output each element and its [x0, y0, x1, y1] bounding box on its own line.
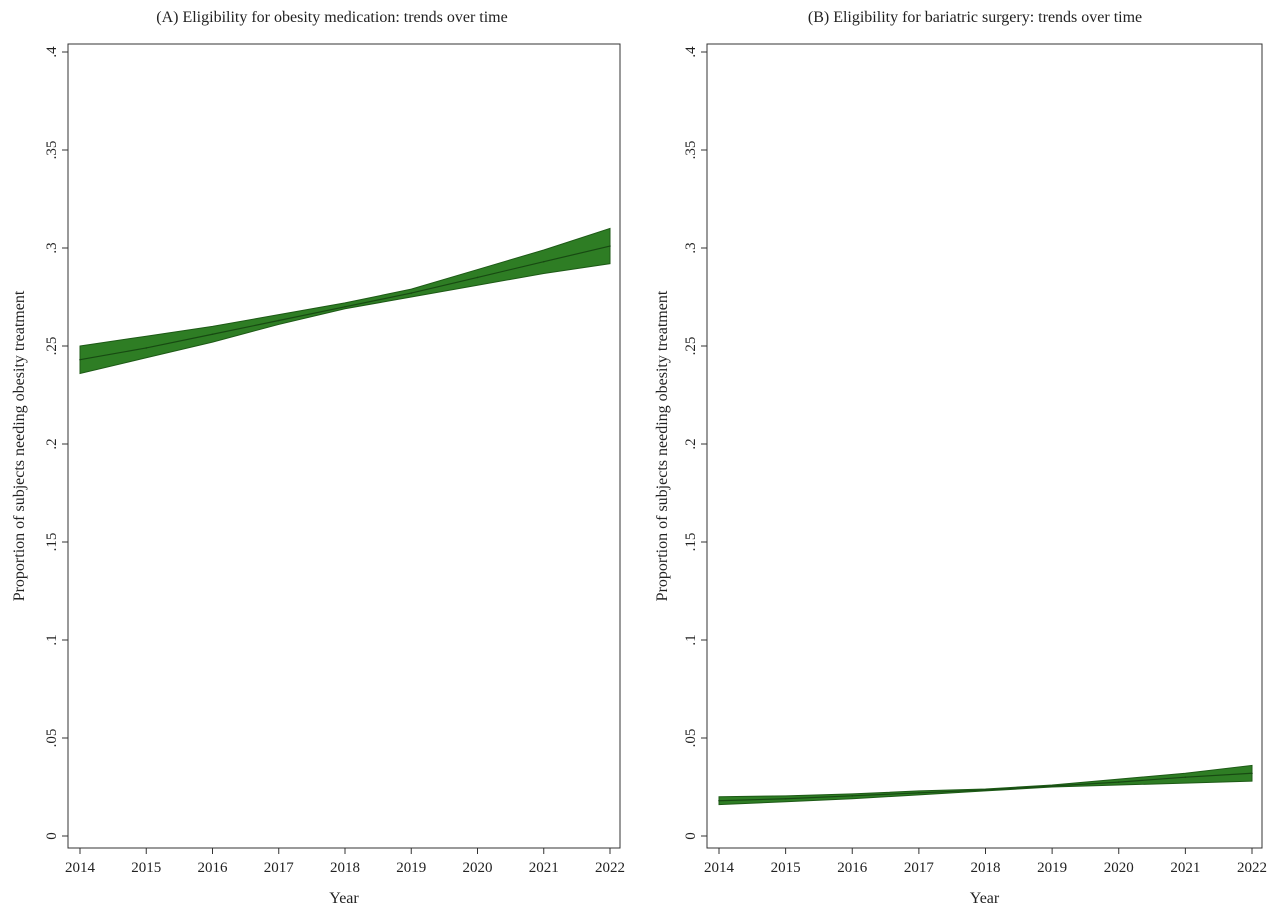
x-tick-label: 2017 [264, 860, 295, 876]
x-tick-label: 2022 [595, 860, 625, 876]
confidence-band [79, 227, 611, 375]
x-tick-label: 2020 [463, 860, 493, 876]
x-tick-label: 2015 [771, 860, 801, 876]
y-tick-label: .35 [683, 141, 699, 160]
y-axis-label: Proportion of subjects needing obesity t… [654, 290, 671, 601]
data-point [1184, 776, 1187, 778]
data-point [79, 358, 81, 361]
data-point [211, 333, 214, 336]
chart-title: (A) Eligibility for obesity medication: … [156, 9, 507, 26]
y-tick-label: .3 [44, 242, 60, 253]
data-point [542, 260, 545, 263]
y-tick-label: .1 [44, 634, 60, 645]
chart-panel-b: (B) Eligibility for bariatric surgery: t… [654, 9, 1267, 907]
plot-frame [706, 43, 1263, 849]
data-point [145, 347, 148, 349]
x-tick-label: 2021 [529, 860, 559, 876]
y-tick-label: 0 [44, 832, 60, 840]
data-point [718, 799, 720, 802]
data-point [410, 292, 413, 294]
data-point [984, 789, 987, 791]
data-point [1051, 785, 1053, 787]
confidence-band [718, 764, 1253, 806]
x-tick-label: 2016 [198, 860, 229, 876]
y-tick-label: .4 [683, 46, 699, 58]
x-tick-label: 2018 [971, 860, 1001, 876]
x-tick-label: 2020 [1104, 860, 1134, 876]
y-tick-label: .1 [683, 634, 699, 645]
x-tick-label: 2014 [704, 860, 735, 876]
y-tick-label: .05 [683, 729, 699, 748]
y-axis-label: Proportion of subjects needing obesity t… [11, 290, 28, 601]
y-tick-label: .15 [44, 533, 60, 552]
x-tick-label: 2015 [131, 860, 161, 876]
data-point [784, 797, 787, 800]
x-tick-label: 2022 [1237, 860, 1267, 876]
data-point [851, 795, 854, 797]
data-point [277, 319, 280, 322]
y-tick-label: .3 [683, 242, 699, 253]
data-point [609, 245, 611, 247]
y-tick-label: .4 [44, 46, 60, 58]
y-tick-label: .15 [683, 533, 699, 552]
chart-panel-a: (A) Eligibility for obesity medication: … [11, 9, 625, 907]
data-point [1117, 781, 1120, 783]
y-tick-label: .35 [44, 141, 60, 160]
data-point [918, 792, 920, 794]
y-tick-label: .05 [44, 729, 60, 748]
plot-frame [67, 43, 621, 849]
x-tick-label: 2021 [1170, 860, 1200, 876]
x-tick-label: 2017 [904, 860, 935, 876]
y-tick-label: .25 [44, 337, 60, 356]
x-axis-label: Year [329, 890, 359, 907]
data-point [1251, 772, 1253, 775]
y-tick-label: 0 [683, 832, 699, 840]
x-tick-label: 2018 [330, 860, 360, 876]
chart-title: (B) Eligibility for bariatric surgery: t… [808, 9, 1142, 26]
x-axis-label: Year [970, 890, 1000, 907]
y-tick-label: .2 [683, 438, 699, 449]
data-point [344, 306, 346, 308]
x-tick-label: 2016 [837, 860, 868, 876]
x-tick-label: 2014 [65, 860, 96, 876]
y-tick-label: .2 [44, 438, 60, 449]
x-tick-label: 2019 [1037, 860, 1067, 876]
data-point [476, 276, 479, 279]
y-tick-label: .25 [683, 337, 699, 356]
x-tick-label: 2019 [396, 860, 426, 876]
